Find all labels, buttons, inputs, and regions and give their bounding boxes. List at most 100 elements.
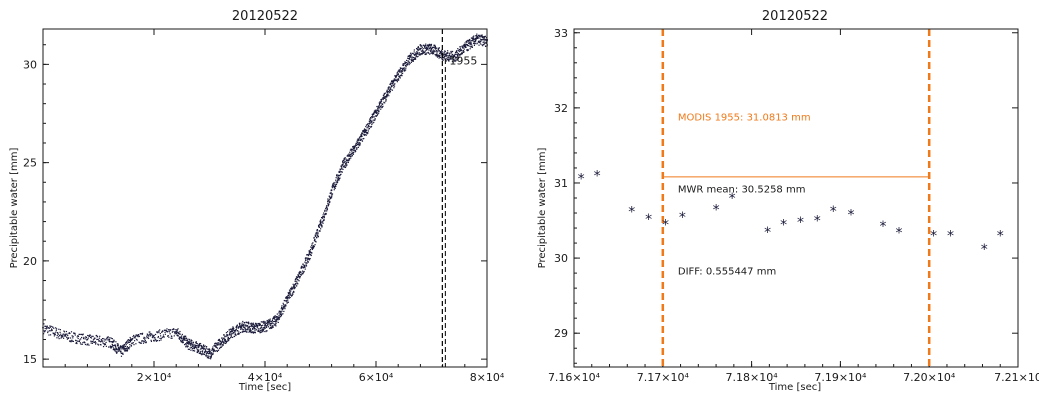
left-data-point (355, 144, 357, 146)
left-data-point (257, 328, 260, 330)
left-data-point (128, 347, 130, 349)
left-data-point (400, 71, 402, 73)
left-data-point (91, 340, 93, 343)
left-data-point (280, 312, 282, 314)
left-data-point (43, 333, 45, 335)
left-data-point (455, 60, 457, 62)
left-data-point (298, 275, 300, 278)
left-data-point (113, 341, 115, 343)
left-data-point (268, 319, 271, 321)
left-data-point (309, 249, 312, 251)
left-data-point (186, 339, 188, 341)
left-data-point (442, 58, 444, 60)
left-data-point (431, 46, 434, 49)
left-data-point (103, 343, 105, 345)
left-data-point (191, 342, 193, 344)
left-data-point (438, 57, 440, 59)
left-data-point (365, 124, 368, 126)
left-data-point (60, 337, 62, 339)
left-data-point (374, 118, 376, 120)
left-data-point (86, 343, 88, 345)
left-data-point (251, 323, 253, 325)
left-data-point (213, 350, 215, 352)
left-data-point (285, 304, 287, 306)
left-data-point (451, 50, 454, 53)
left-data-point (201, 354, 203, 356)
left-data-point (457, 55, 459, 57)
left-data-point (401, 75, 403, 77)
left-data-point (434, 44, 436, 46)
left-data-point (71, 340, 74, 342)
left-data-point (255, 329, 258, 331)
left-data-point (163, 336, 165, 338)
left-data-point (328, 203, 330, 205)
left-data-point (202, 344, 205, 346)
left-data-point (323, 219, 325, 221)
left-data-point (321, 226, 323, 228)
left-data-point (424, 51, 426, 54)
left-data-point (236, 327, 238, 329)
left-data-point (385, 92, 387, 94)
left-data-point (203, 345, 205, 348)
left-data-point (464, 44, 466, 47)
left-data-point (84, 343, 87, 346)
left-data-point (422, 50, 424, 52)
left-data-point (134, 340, 136, 342)
left-data-point (356, 148, 358, 150)
left-data-point (307, 260, 309, 263)
left-data-point (417, 46, 419, 48)
left-data-point (183, 343, 186, 346)
left-data-point (121, 352, 123, 354)
left-data-point (299, 273, 301, 275)
left-data-point (336, 175, 338, 177)
left-data-point (43, 331, 46, 333)
left-data-point (456, 59, 458, 61)
left-data-point (145, 341, 147, 343)
left-data-point (450, 50, 452, 53)
left-data-point (347, 154, 349, 156)
left-data-point (469, 42, 471, 44)
left-data-point (391, 89, 394, 91)
left-data-point (273, 320, 275, 323)
left-data-point (403, 67, 405, 69)
left-data-point (303, 271, 305, 273)
left-data-point (469, 45, 471, 47)
left-data-point (303, 265, 306, 267)
left-data-point (292, 287, 294, 289)
left-data-point (317, 234, 319, 236)
left-data-point (410, 60, 413, 62)
left-data-point (322, 219, 325, 222)
left-data-point (460, 46, 462, 48)
left-data-point (417, 47, 419, 49)
left-data-point (251, 326, 253, 328)
left-data-point (146, 333, 148, 335)
left-data-point (389, 83, 391, 85)
left-data-point (378, 102, 380, 104)
left-data-point (413, 58, 415, 61)
left-data-point (259, 323, 261, 325)
left-data-point (116, 352, 118, 354)
left-data-point (259, 332, 261, 334)
left-data-point (122, 344, 124, 346)
left-data-point (473, 44, 476, 47)
left-data-point (439, 52, 441, 55)
left-data-point (327, 203, 329, 205)
left-data-point (404, 61, 406, 63)
left-data-point (101, 340, 103, 342)
left-data-point (462, 51, 464, 54)
left-data-point (124, 350, 126, 352)
left-data-point (197, 351, 200, 353)
left-data-point (282, 302, 284, 304)
left-data-point (53, 327, 55, 329)
left-data-point (358, 145, 360, 147)
left-data-point (274, 320, 276, 322)
left-data-point (177, 331, 179, 333)
left-data-point (386, 94, 388, 97)
left-data-point (187, 341, 190, 343)
left-data-point (480, 38, 482, 41)
left-data-point (243, 330, 245, 333)
left-y-tick-label: 20 (23, 255, 37, 268)
left-data-point (159, 329, 161, 331)
left-data-point (427, 44, 429, 46)
left-data-point (348, 159, 351, 161)
